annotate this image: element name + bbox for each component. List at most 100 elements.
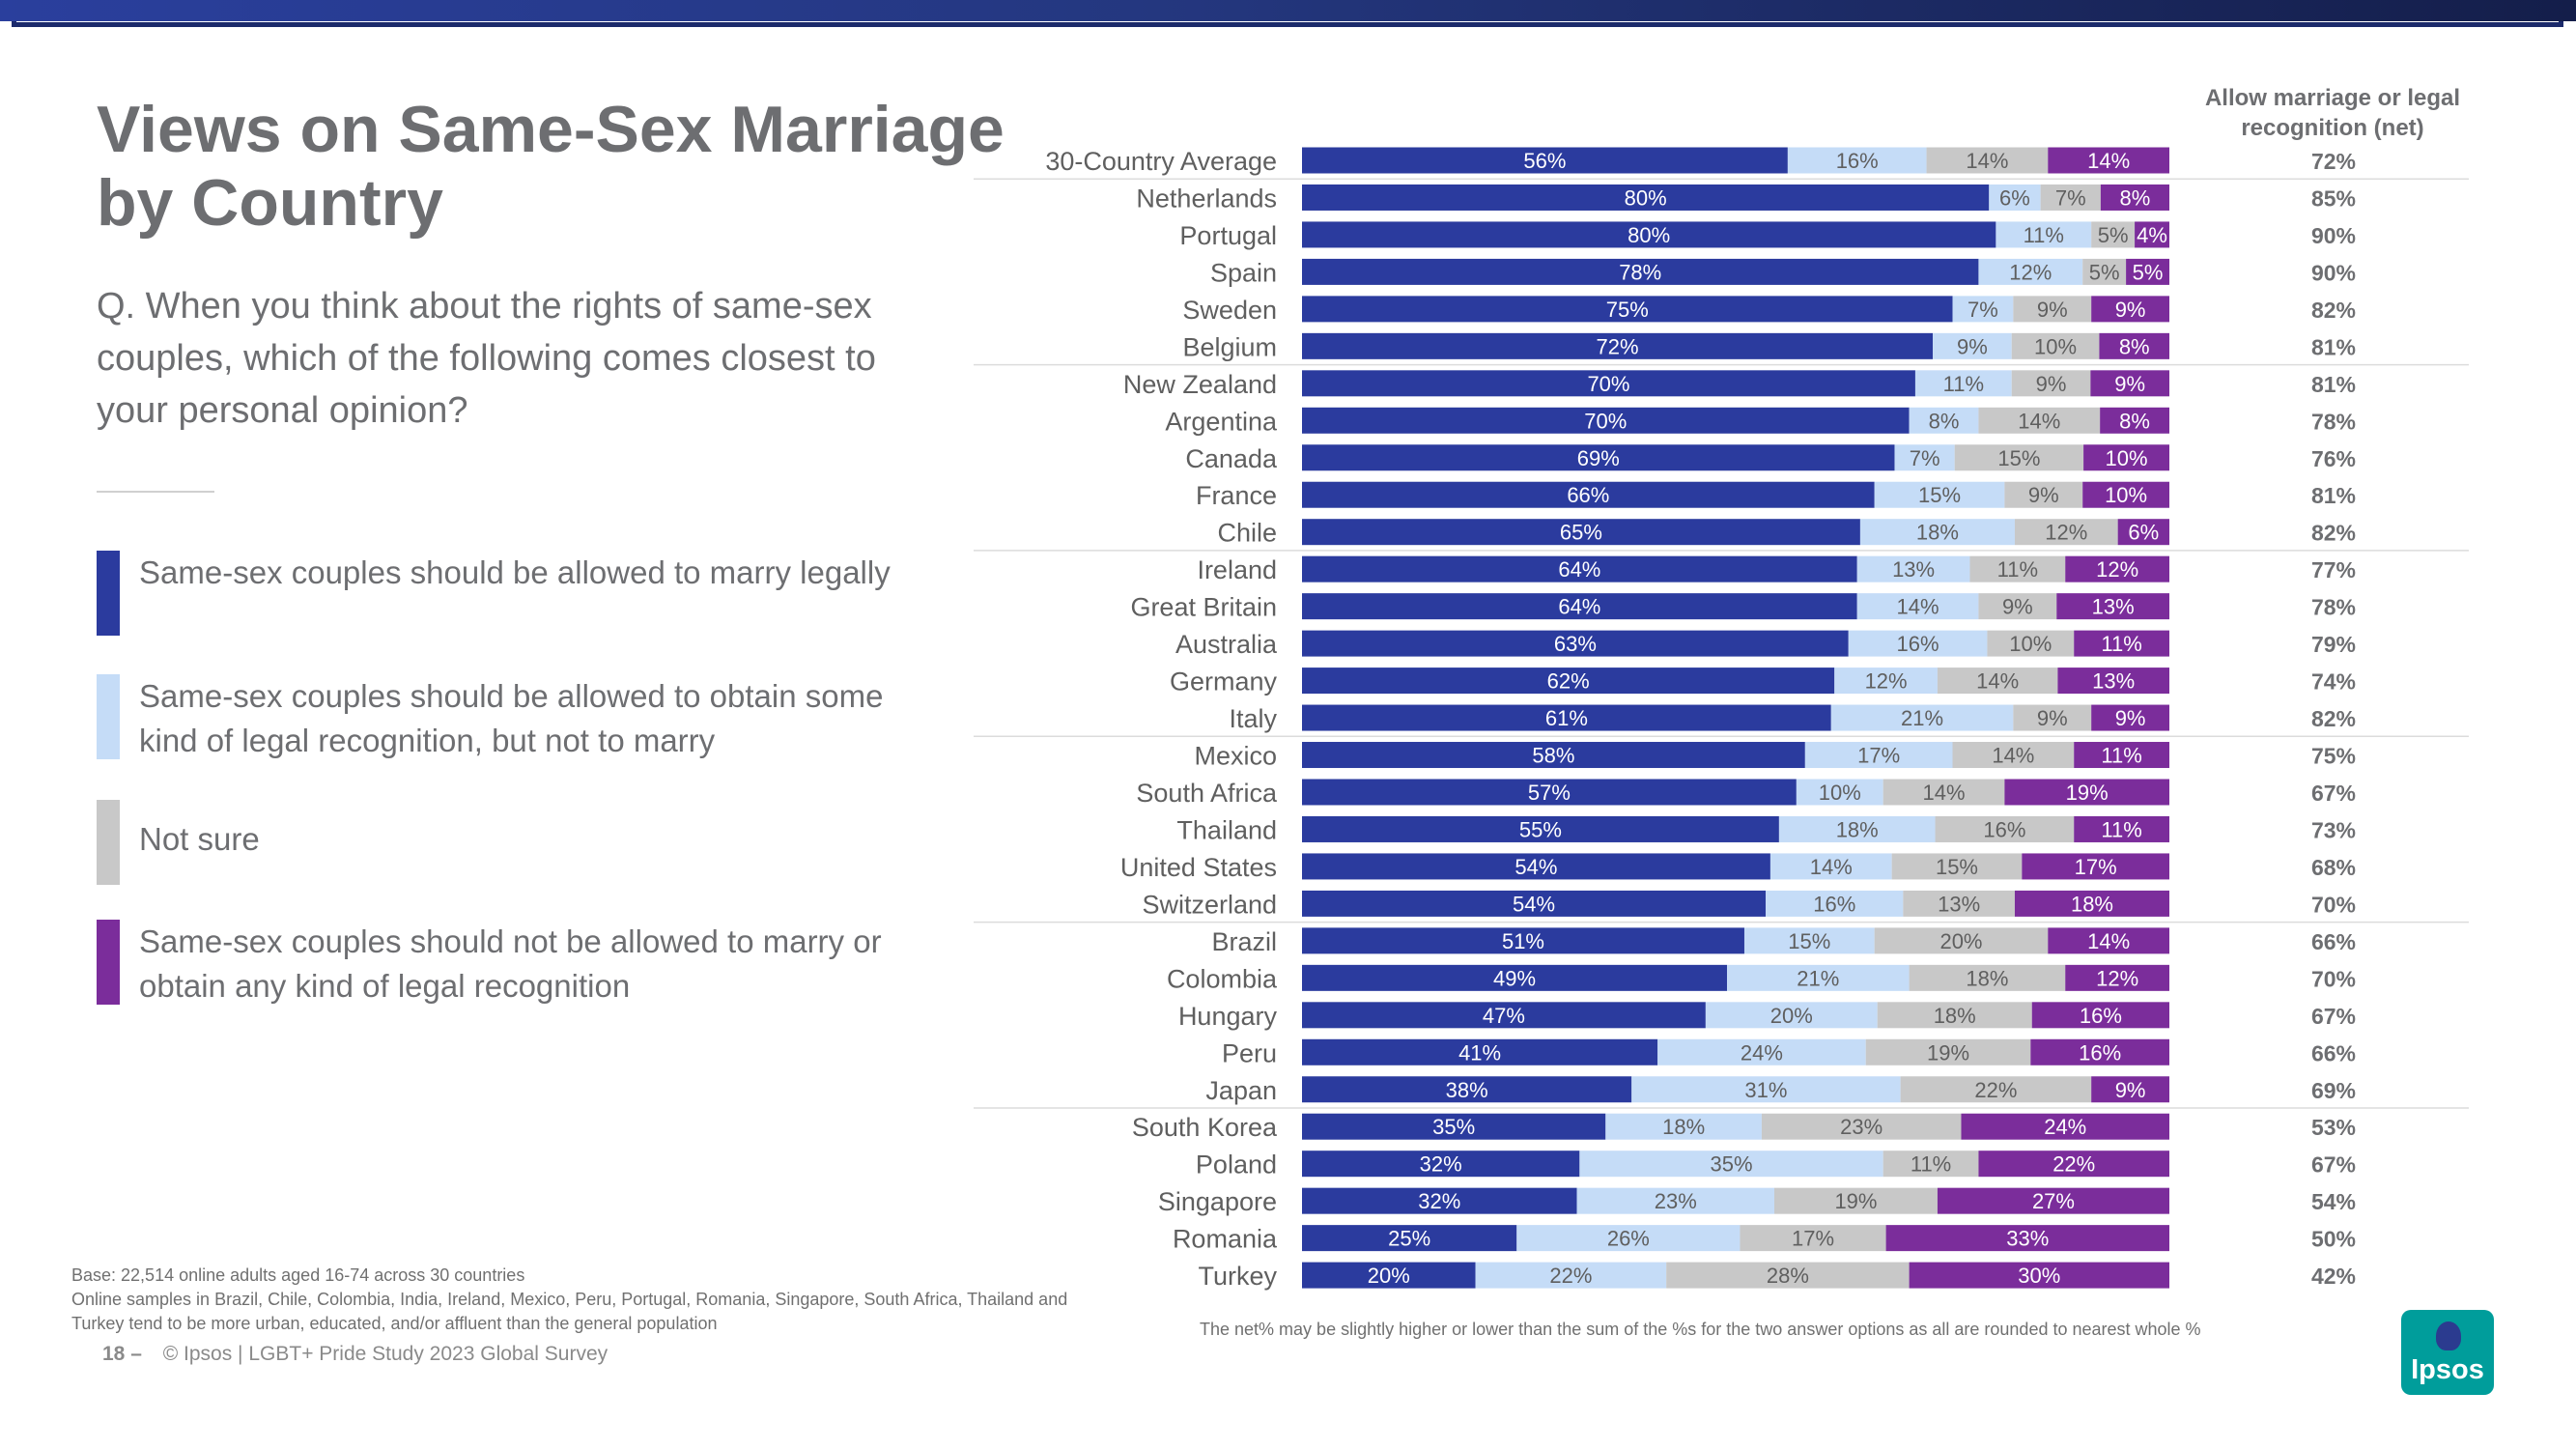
bar-label-chile-4: 6%	[2128, 521, 2159, 545]
bar-sweden-2	[1952, 296, 2014, 323]
bar-label-australia-4: 11%	[2101, 632, 2141, 656]
category-label-mexico: Mexico	[1194, 742, 1277, 771]
bar-label-brazil-2: 15%	[1788, 929, 1830, 953]
bar-label-colombia-4: 12%	[2096, 966, 2138, 990]
bar-label-canada-3: 15%	[1997, 446, 2040, 470]
category-label-argentina: Argentina	[1165, 407, 1278, 436]
bar-italy-2	[1830, 704, 2014, 731]
net-value-hungary: 67%	[2311, 1004, 2356, 1029]
bar-label-hungary-4: 16%	[2080, 1004, 2122, 1028]
bar-label-japan-4: 9%	[2115, 1078, 2146, 1102]
bar-argentina-4	[2100, 407, 2169, 434]
bar-label-south-korea-1: 35%	[1432, 1115, 1475, 1139]
bar-label-sweden-4: 9%	[2115, 298, 2146, 322]
bar-ireland-4	[2065, 555, 2169, 582]
bar-label-mexico-2: 17%	[1857, 744, 1900, 768]
bar-sweden-1	[1302, 296, 1953, 323]
bar-thailand-2	[1778, 815, 1936, 842]
bar-label-south-africa-4: 19%	[2066, 781, 2109, 805]
bar-label-netherlands-4: 8%	[2120, 185, 2151, 210]
bar-italy-1	[1302, 704, 1831, 731]
bar-mexico-4	[2074, 742, 2169, 769]
net-value-france: 81%	[2311, 483, 2356, 508]
bar-label-ireland-1: 64%	[1558, 557, 1600, 582]
bar-label-france-4: 10%	[2105, 483, 2147, 507]
bar-great-britain-2	[1856, 593, 1979, 620]
bar-japan-3	[1900, 1076, 2092, 1103]
bar-turkey-4	[1909, 1262, 2169, 1289]
bar-south-africa-4	[2004, 779, 2169, 806]
bar-label-spain-1: 78%	[1619, 260, 1661, 284]
net-value-canada: 76%	[2311, 446, 2356, 471]
bar-label-portugal-2: 11%	[2024, 223, 2064, 247]
bar-spain-2	[1978, 258, 2083, 285]
top-band	[0, 0, 2576, 21]
bar-hungary-3	[1877, 1002, 2032, 1029]
bar-italy-4	[2091, 704, 2169, 731]
bar-ireland-1	[1302, 555, 1857, 582]
bar-label-great-britain-2: 14%	[1897, 595, 1939, 619]
bar-label-new-zealand-3: 9%	[2036, 372, 2067, 396]
bar-united-states-2	[1769, 853, 1892, 880]
bar-brazil-1	[1302, 927, 1744, 954]
bar-label-sweden-3: 9%	[2037, 298, 2068, 322]
bar-label-romania-1: 25%	[1388, 1227, 1430, 1251]
net-value-chile: 82%	[2311, 521, 2356, 546]
net-column-header: Allow marriage or legal recognition (net…	[2204, 85, 2461, 141]
bar-mexico-1	[1302, 742, 1805, 769]
legend-label-marry: Same-sex couples should be allowed to ma…	[139, 554, 891, 590]
bar-label-colombia-2: 21%	[1797, 966, 1839, 990]
bar-label-argentina-2: 8%	[1929, 409, 1960, 433]
bar-great-britain-4	[2056, 593, 2169, 620]
category-label-chile: Chile	[1217, 519, 1277, 548]
bar-label-30-country-average-1: 56%	[1523, 149, 1566, 173]
bar-south-korea-2	[1605, 1113, 1762, 1140]
bar-great-britain-3	[1978, 593, 2057, 620]
bar-turkey-3	[1666, 1262, 1910, 1289]
bar-label-thailand-2: 18%	[1836, 817, 1879, 841]
category-label-colombia: Colombia	[1167, 964, 1278, 993]
bar-switzerland-2	[1766, 890, 1904, 917]
bar-label-japan-3: 22%	[1974, 1078, 2017, 1102]
bar-label-poland-3: 11%	[1911, 1152, 1951, 1177]
category-label-30-country-average: 30-Country Average	[1045, 147, 1277, 176]
bar-new-zealand-4	[2090, 370, 2169, 397]
divider	[97, 491, 214, 493]
category-label-great-britain: Great Britain	[1130, 593, 1277, 622]
bar-belgium-4	[2099, 332, 2169, 359]
net-value-peru: 66%	[2311, 1040, 2356, 1065]
bar-australia-1	[1302, 630, 1849, 657]
bar-label-argentina-4: 8%	[2119, 409, 2150, 433]
bar-label-turkey-4: 30%	[2018, 1264, 2060, 1288]
bar-brazil-4	[2048, 927, 2169, 954]
bar-label-chile-2: 18%	[1916, 521, 1959, 545]
bar-switzerland-3	[1903, 890, 2015, 917]
net-value-romania: 50%	[2311, 1227, 2356, 1252]
category-label-portugal: Portugal	[1179, 221, 1277, 250]
bar-label-australia-1: 63%	[1554, 632, 1597, 656]
bar-peru-3	[1865, 1038, 2031, 1065]
net-value-portugal: 90%	[2311, 223, 2356, 248]
bar-ireland-3	[1969, 555, 2066, 582]
net-value-japan: 69%	[2311, 1078, 2356, 1103]
bar-label-belgium-2: 9%	[1957, 334, 1988, 358]
bar-portugal-4	[2135, 221, 2169, 248]
bar-label-switzerland-3: 13%	[1938, 892, 1980, 916]
bar-label-south-korea-3: 23%	[1840, 1115, 1882, 1139]
bar-new-zealand-3	[2011, 370, 2091, 397]
bar-sweden-4	[2091, 296, 2169, 323]
logo-text: Ipsos	[2411, 1354, 2484, 1385]
bar-colombia-2	[1727, 964, 1910, 991]
bar-label-poland-2: 35%	[1710, 1152, 1752, 1177]
bar-label-germany-4: 13%	[2092, 669, 2135, 694]
category-label-peru: Peru	[1222, 1038, 1277, 1067]
category-label-japan: Japan	[1205, 1076, 1277, 1105]
bar-germany-2	[1834, 668, 1938, 695]
bar-thailand-4	[2074, 815, 2169, 842]
bar-romania-4	[1885, 1225, 2169, 1252]
survey-question: Q. When you think about the rights of sa…	[97, 286, 876, 431]
category-label-italy: Italy	[1229, 704, 1277, 733]
bar-label-argentina-1: 70%	[1584, 409, 1627, 433]
logo-mark-icon	[2436, 1321, 2461, 1350]
bar-label-germany-1: 62%	[1547, 669, 1590, 694]
